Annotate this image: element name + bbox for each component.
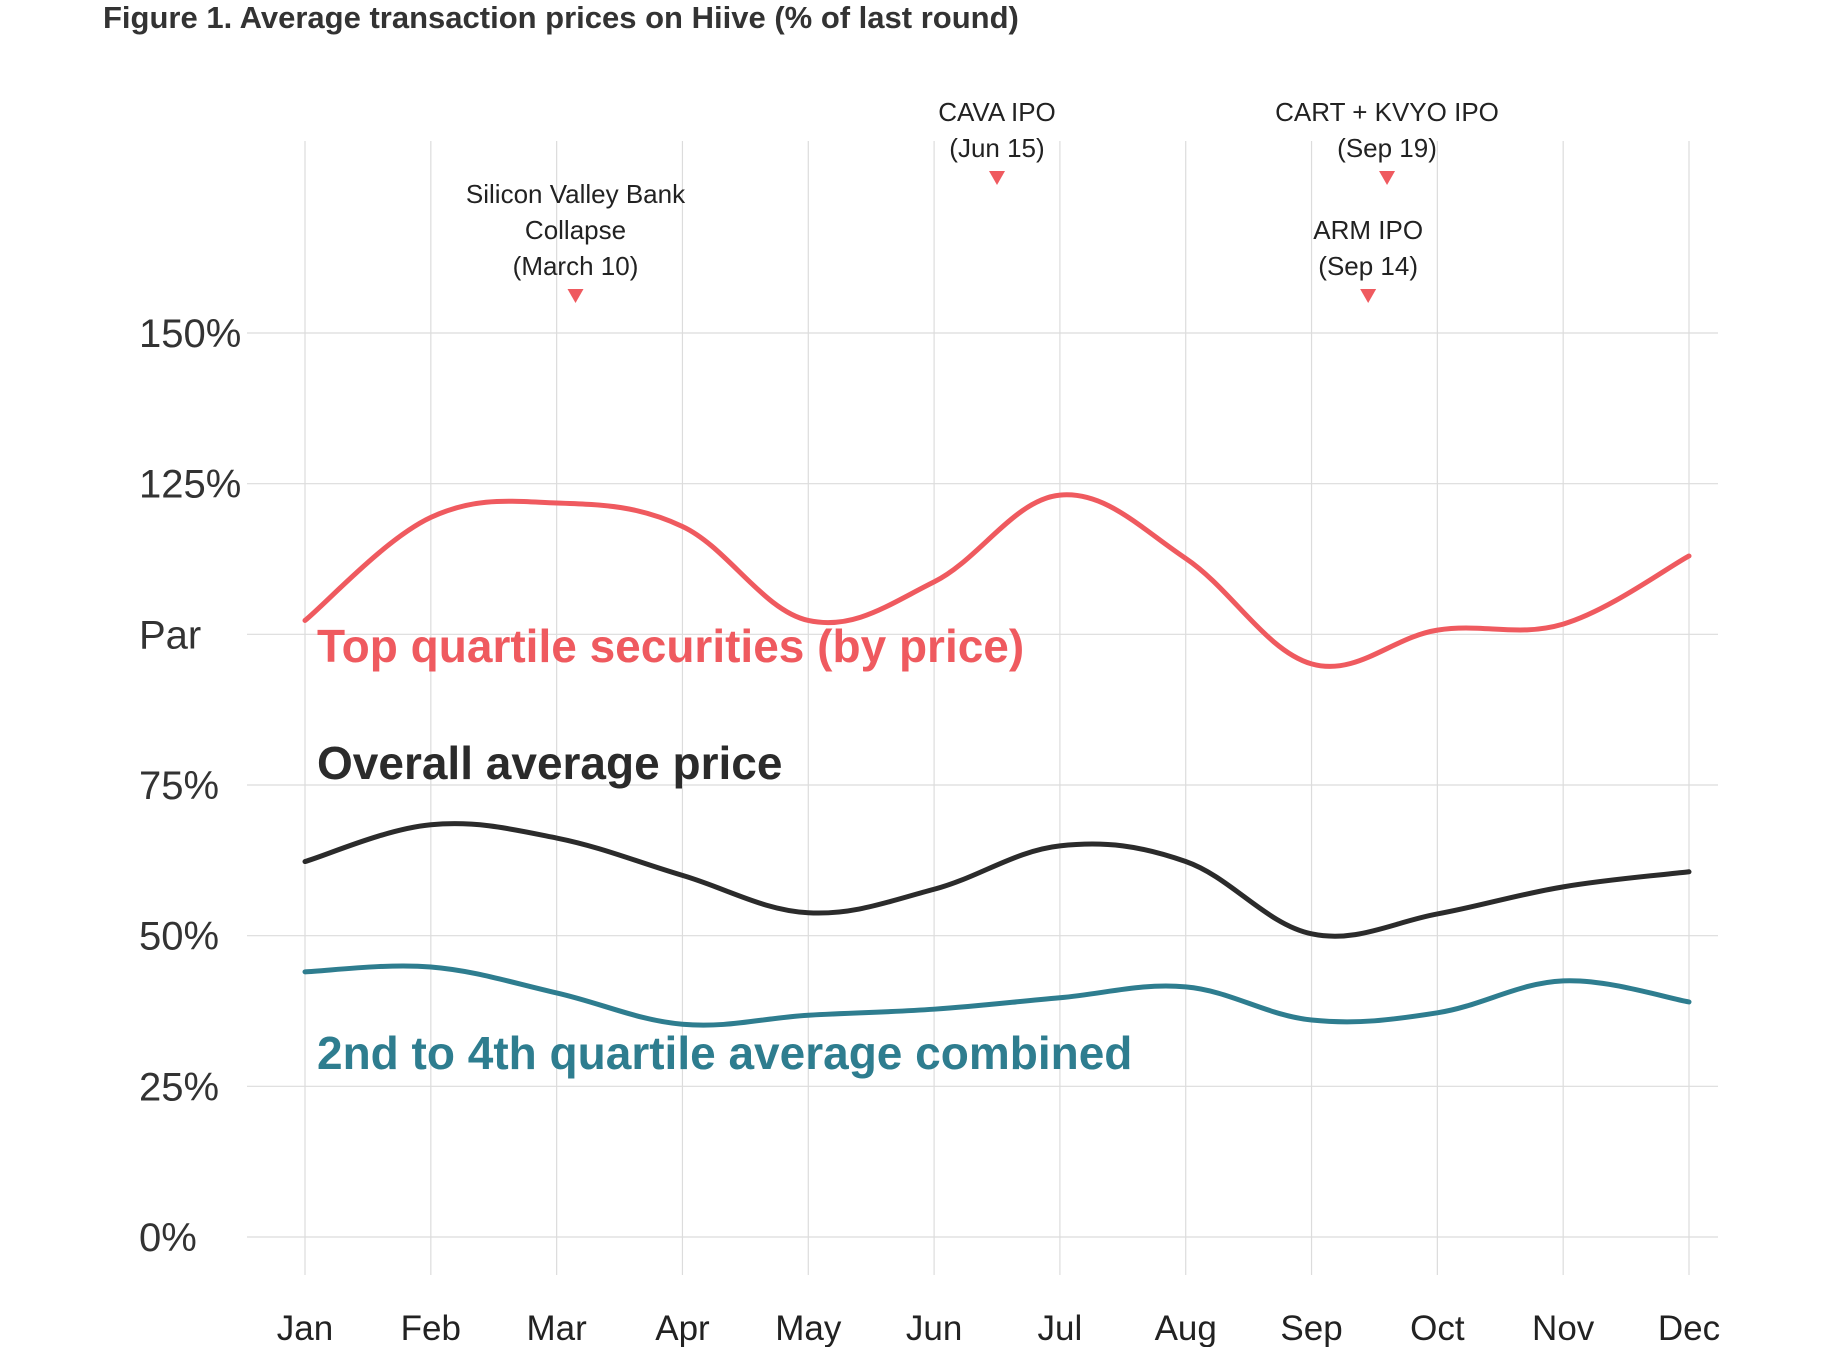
series-label-2: 2nd to 4th quartile average combined (317, 1027, 1132, 1079)
y-tick-label: 150% (139, 312, 241, 356)
x-tick-label: Aug (1155, 1309, 1217, 1347)
y-tick-label: 50% (139, 915, 219, 959)
series-line-1 (302, 821, 1692, 939)
x-tick-label: Jan (277, 1309, 333, 1347)
annotation-marker-icon (1360, 289, 1377, 303)
x-axis: Jan Feb Mar Apr May Jun Jul Aug Sep Oct Nov Dec (277, 1309, 1720, 1347)
annotation-text: Collapse (525, 215, 626, 245)
x-tick-label: Dec (1658, 1309, 1720, 1347)
annotation-marker-icon (1379, 171, 1396, 185)
annotation-text: (Jun 15) (949, 133, 1044, 163)
annotations: Silicon Valley Bank Collapse (March 10) CAV… (466, 97, 1499, 303)
x-tick-label: Feb (401, 1309, 461, 1347)
x-tick-label: Jul (1038, 1309, 1083, 1347)
x-tick-label: Oct (1410, 1309, 1465, 1347)
y-tick-label: Par (139, 613, 201, 657)
annotation-text: CAVA IPO (938, 97, 1056, 127)
annotation-marker-icon (567, 289, 584, 303)
series-labels: Top quartile securities (by price) Overal… (317, 620, 1132, 1079)
y-tick-label: 75% (139, 764, 219, 808)
grid (247, 141, 1718, 1275)
series-line-2 (302, 963, 1692, 1028)
x-tick-label: Jun (906, 1309, 962, 1347)
x-tick-label: May (775, 1309, 842, 1347)
series-lines (302, 492, 1692, 1028)
x-tick-label: Sep (1280, 1309, 1342, 1347)
annotation-text: (Sep 19) (1337, 133, 1437, 163)
y-tick-label: 125% (139, 463, 241, 507)
chart-title: Figure 1. Average transaction prices on … (103, 0, 1019, 35)
x-tick-label: Apr (655, 1309, 710, 1347)
y-axis: 0% 25% 50% 75% Par 125% 150% (139, 312, 241, 1260)
x-tick-label: Nov (1532, 1309, 1595, 1347)
x-tick-label: Mar (526, 1309, 587, 1347)
series-label-1: Overall average price (317, 737, 782, 789)
annotation-text: CART + KVYO IPO (1275, 97, 1499, 127)
annotation-text: (March 10) (513, 251, 639, 281)
series-label-0: Top quartile securities (by price) (317, 620, 1024, 672)
annotation-marker-icon (989, 171, 1005, 185)
annotation-text: ARM IPO (1313, 215, 1423, 245)
series-line-0 (302, 492, 1692, 669)
annotation-text: Silicon Valley Bank (466, 179, 686, 209)
y-tick-label: 0% (139, 1216, 197, 1260)
y-tick-label: 25% (139, 1065, 219, 1109)
annotation-text: (Sep 14) (1318, 251, 1418, 281)
